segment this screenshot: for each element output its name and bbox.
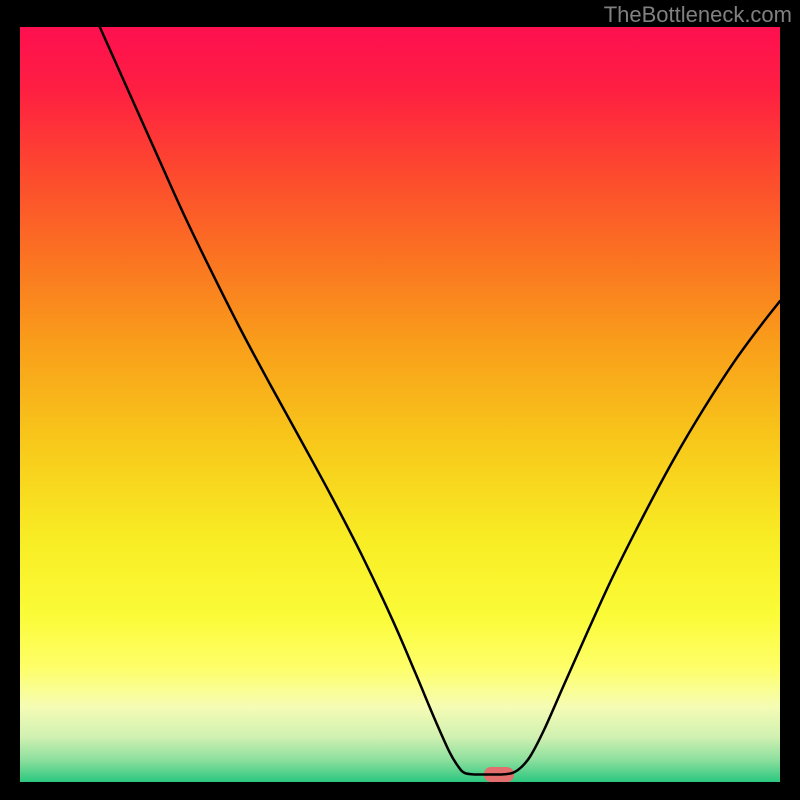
watermark-text: TheBottleneck.com	[604, 2, 792, 28]
plot-area	[20, 27, 780, 782]
curve-line	[20, 27, 780, 782]
